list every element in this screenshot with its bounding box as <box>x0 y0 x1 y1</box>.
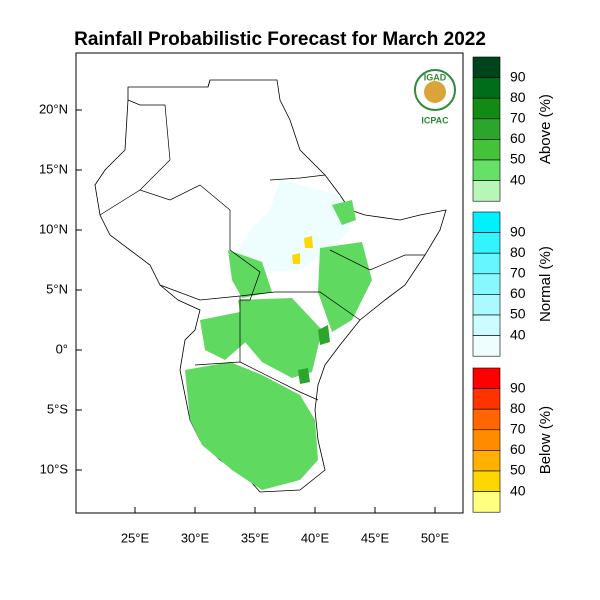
colorbar-label: 90 <box>510 379 526 395</box>
border-line <box>329 249 425 271</box>
colorbar-box <box>472 232 501 254</box>
colorbar-box <box>472 367 501 389</box>
colorbar-box <box>472 273 501 295</box>
above-area <box>228 250 272 298</box>
colorbar-box <box>472 252 501 275</box>
map-layer <box>94 79 447 493</box>
colorbar-box <box>472 77 501 99</box>
colorbar-label: 80 <box>510 89 526 105</box>
above-area <box>185 362 318 490</box>
colorbar-label: 70 <box>510 265 526 281</box>
x-tick-label: 35°E <box>241 530 270 545</box>
below-area <box>304 236 313 248</box>
colorbar-box <box>472 314 501 336</box>
colorbar-label: 80 <box>510 400 526 416</box>
y-tick-label: 20°N <box>39 101 68 116</box>
border-line <box>99 184 261 301</box>
colorbar-box <box>472 388 501 410</box>
logo-emblem <box>424 81 446 103</box>
x-tick-label: 45°E <box>361 530 390 545</box>
colorbar-box <box>472 211 501 233</box>
colorbar-box <box>472 429 501 451</box>
y-tick-label: 10°N <box>39 221 68 236</box>
colorbar-box <box>472 408 501 431</box>
border-line <box>159 284 361 321</box>
above-area <box>318 325 330 345</box>
colorbar-label: 70 <box>510 110 526 126</box>
below-area <box>292 253 300 264</box>
colorbar-label: 50 <box>510 151 526 167</box>
above-area <box>298 368 310 384</box>
above-area <box>238 298 322 378</box>
colorbar-box <box>472 56 501 78</box>
map-title: Rainfall Probabilistic Forecast for Marc… <box>74 29 486 50</box>
colorbar-label: 40 <box>510 482 526 498</box>
y-tick-label: 5°N <box>46 281 68 296</box>
border-line <box>194 361 241 366</box>
y-tick-label: 5°S <box>47 401 68 416</box>
colorbar-label: 40 <box>510 171 526 187</box>
colorbar-label: 60 <box>510 130 526 146</box>
y-tick-label: 15°N <box>39 161 68 176</box>
colorbar-label: 90 <box>510 223 526 239</box>
colorbar-label: 60 <box>510 441 526 457</box>
border-line <box>239 296 319 401</box>
colorbar-label: 60 <box>510 285 526 301</box>
colorbar-box <box>472 118 501 140</box>
colorbar-box <box>472 97 501 120</box>
border-line <box>127 99 171 191</box>
colorbar-box <box>472 491 501 513</box>
colorbar-box <box>472 450 501 472</box>
logo: IGAD ICPAC <box>414 69 456 125</box>
logo-bottom-text: ICPAC <box>421 115 449 125</box>
colorbar-box <box>472 159 501 181</box>
colorbar-title: Below (%) <box>537 406 554 474</box>
colorbar-box <box>472 139 501 161</box>
y-tick-label: 10°S <box>40 461 69 476</box>
above-area <box>200 312 248 360</box>
colorbar-box <box>472 335 501 357</box>
colorbar-box <box>472 294 501 316</box>
colorbar-label: 40 <box>510 326 526 342</box>
x-tick-label: 30°E <box>181 530 210 545</box>
colorbar-label: 70 <box>510 421 526 437</box>
border-line <box>269 174 326 181</box>
colorbar-label: 50 <box>510 462 526 478</box>
border-line <box>207 79 211 88</box>
colorbar-title: Above (%) <box>537 94 554 164</box>
x-tick-label: 50°E <box>421 530 450 545</box>
colorbar-title: Normal (%) <box>537 246 554 322</box>
colorbar-box <box>472 470 501 492</box>
x-tick-label: 25°E <box>121 530 150 545</box>
above-area <box>332 200 356 225</box>
colorbar-box <box>472 180 501 202</box>
colorbar-label: 80 <box>510 244 526 260</box>
region-land <box>94 79 447 493</box>
x-tick-label: 40°E <box>301 530 330 545</box>
logo-top-text: IGAD <box>424 72 447 82</box>
colorbar-label: 50 <box>510 306 526 322</box>
y-tick-label: 0° <box>56 341 68 356</box>
colorbar-label: 90 <box>510 68 526 84</box>
